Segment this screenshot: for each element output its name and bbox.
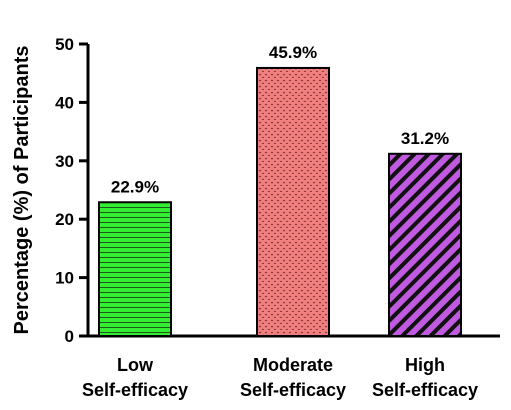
bar-value-label: 31.2% (401, 129, 449, 148)
y-tick-label: 20 (55, 210, 74, 229)
y-tick-label: 0 (65, 327, 74, 346)
bar-3 (388, 152, 462, 337)
labels: 22.9% Low Self-efficacy 45.9% Moderate Self-e… (82, 43, 478, 400)
bar-value-label: 45.9% (269, 43, 317, 62)
x-category-label: Self-efficacy (240, 380, 346, 400)
x-category-label: High (405, 355, 445, 375)
bar-value-label: 22.9% (111, 177, 159, 196)
x-category-label: Low (117, 355, 154, 375)
x-category-label: Moderate (253, 355, 333, 375)
y-tick-label: 10 (55, 269, 74, 288)
x-category-label: Self-efficacy (82, 380, 188, 400)
y-tick-label: 50 (55, 35, 74, 54)
bar-2 (256, 66, 330, 337)
y-tick-label: 40 (55, 93, 74, 112)
bars (98, 66, 462, 337)
y-axis-title: Percentage (%) of Participants (11, 46, 33, 335)
bar-1 (98, 201, 172, 337)
x-category-label: Self-efficacy (372, 380, 478, 400)
y-tick-label: 30 (55, 152, 74, 171)
